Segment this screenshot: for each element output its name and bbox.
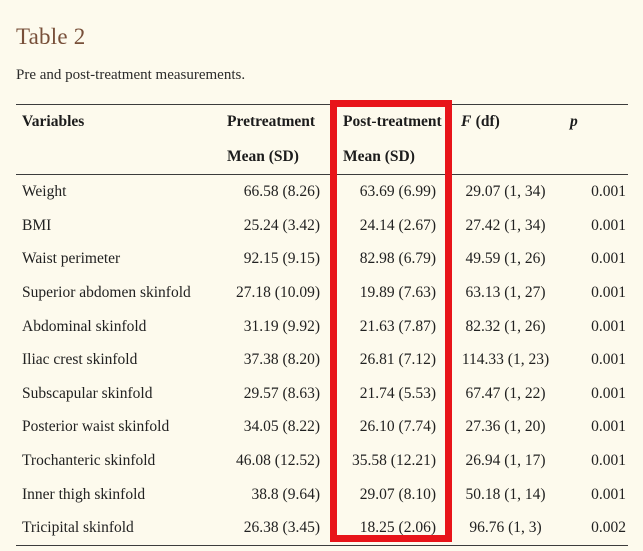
p-cell: 0.001	[591, 183, 626, 201]
f-cell: 29.07 (1, 34)	[465, 183, 546, 201]
posttreatment-label: Post-treatment	[343, 113, 442, 130]
p-cell: 0.001	[591, 485, 626, 503]
df-label: (df)	[475, 113, 500, 130]
posttreatment-cell: 21.63 (7.87)	[359, 317, 436, 335]
p-cell: 0.001	[591, 451, 626, 469]
col-header-pretreatment: Pretreatment Mean (SD)	[222, 105, 327, 175]
f-cell: 96.76 (1, 3)	[469, 519, 542, 537]
table-row: Subscapular skinfold 29.57 (8.63) 21.74 …	[16, 377, 628, 411]
p-cell: 0.001	[591, 384, 626, 402]
posttreatment-cell: 29.07 (8.10)	[359, 485, 436, 503]
p-cell: 0.001	[591, 351, 626, 369]
table-row: Superior abdomen skinfold 27.18 (10.09) …	[16, 276, 628, 310]
variable-cell: Weight	[22, 183, 67, 201]
p-cell: 0.001	[591, 216, 626, 234]
posttreatment-cell: 26.10 (7.74)	[359, 418, 436, 436]
pretreatment-cell: 92.15 (9.15)	[243, 250, 320, 268]
pretreatment-cell: 25.24 (3.42)	[243, 216, 320, 234]
table-caption: Pre and post-treatment measurements.	[16, 67, 246, 83]
f-cell: 27.42 (1, 34)	[465, 216, 546, 234]
p-cell: 0.001	[591, 317, 626, 335]
pretreatment-cell: 46.08 (12.52)	[236, 451, 320, 469]
posttreatment-cell: 63.69 (6.99)	[359, 183, 436, 201]
f-cell: 49.59 (1, 26)	[465, 250, 546, 268]
posttreatment-mean-sd-label: Mean (SD)	[343, 147, 415, 165]
table-row: Iliac crest skinfold 37.38 (8.20) 26.81 …	[16, 343, 628, 377]
f-cell: 50.18 (1, 14)	[465, 485, 546, 503]
f-cell: 114.33 (1, 23)	[461, 351, 550, 369]
table-title: Table 2	[16, 24, 86, 49]
pretreatment-cell: 37.38 (8.20)	[243, 351, 320, 369]
variable-cell: Iliac crest skinfold	[22, 351, 138, 369]
pretreatment-mean-sd-label: Mean (SD)	[227, 147, 299, 165]
pretreatment-cell: 66.58 (8.26)	[243, 183, 320, 201]
col-header-p: p	[567, 105, 628, 175]
f-statistic-label: F	[461, 113, 472, 130]
posttreatment-cell: 21.74 (5.53)	[359, 384, 436, 402]
p-cell: 0.002	[591, 519, 626, 537]
pretreatment-cell: 29.57 (8.63)	[243, 384, 320, 402]
pretreatment-label: Pretreatment	[227, 113, 316, 130]
col-header-variables-label: Variables	[22, 113, 85, 130]
f-cell: 82.32 (1, 26)	[465, 317, 546, 335]
f-cell: 63.13 (1, 27)	[465, 283, 546, 301]
p-value-label: p	[570, 113, 578, 130]
measurements-table: Variables Pretreatment Mean (SD) Post-tr…	[16, 104, 628, 546]
variable-cell: Posterior waist skinfold	[22, 418, 170, 436]
pretreatment-cell: 26.38 (3.45)	[243, 519, 320, 537]
table-row: Tricipital skinfold 26.38 (3.45) 18.25 (…	[16, 511, 628, 545]
posttreatment-cell: 26.81 (7.12)	[359, 351, 436, 369]
table-row: BMI 25.24 (3.42) 24.14 (2.67) 27.42 (1, …	[16, 209, 628, 243]
table-row: Posterior waist skinfold 34.05 (8.22) 26…	[16, 411, 628, 445]
pretreatment-cell: 38.8 (9.64)	[251, 485, 320, 503]
posttreatment-cell: 82.98 (6.79)	[359, 250, 436, 268]
col-header-f-df: F (df)	[444, 105, 567, 175]
col-header-posttreatment: Post-treatment Mean (SD)	[327, 105, 444, 175]
col-header-variables: Variables	[16, 105, 222, 175]
p-cell: 0.001	[591, 418, 626, 436]
table-row: Waist perimeter 92.15 (9.15) 82.98 (6.79…	[16, 243, 628, 277]
variable-cell: Inner thigh skinfold	[22, 485, 146, 503]
p-cell: 0.001	[591, 250, 626, 268]
pretreatment-cell: 27.18 (10.09)	[236, 283, 320, 301]
pretreatment-cell: 34.05 (8.22)	[243, 418, 320, 436]
posttreatment-cell: 18.25 (2.06)	[359, 519, 436, 537]
posttreatment-cell: 35.58 (12.21)	[352, 451, 436, 469]
table-row: Abdominal skinfold 31.19 (9.92) 21.63 (7…	[16, 310, 628, 344]
table-row: Trochanteric skinfold 46.08 (12.52) 35.5…	[16, 444, 628, 478]
posttreatment-cell: 19.89 (7.63)	[359, 283, 436, 301]
variable-cell: Superior abdomen skinfold	[22, 283, 191, 301]
f-cell: 27.36 (1, 20)	[465, 418, 546, 436]
f-cell: 26.94 (1, 17)	[465, 451, 546, 469]
variable-cell: Waist perimeter	[22, 250, 121, 268]
pretreatment-cell: 31.19 (9.92)	[243, 317, 320, 335]
posttreatment-cell: 24.14 (2.67)	[359, 216, 436, 234]
variable-cell: Trochanteric skinfold	[22, 451, 156, 469]
header-row: Variables Pretreatment Mean (SD) Post-tr…	[16, 105, 628, 175]
f-cell: 67.47 (1, 22)	[465, 384, 546, 402]
table-row: Inner thigh skinfold 38.8 (9.64) 29.07 (…	[16, 478, 628, 512]
variable-cell: Subscapular skinfold	[22, 384, 153, 402]
variable-cell: Tricipital skinfold	[22, 519, 134, 537]
p-cell: 0.001	[591, 283, 626, 301]
variable-cell: Abdominal skinfold	[22, 317, 147, 335]
table-row: Weight 66.58 (8.26) 63.69 (6.99) 29.07 (…	[16, 175, 628, 209]
variable-cell: BMI	[22, 216, 52, 234]
